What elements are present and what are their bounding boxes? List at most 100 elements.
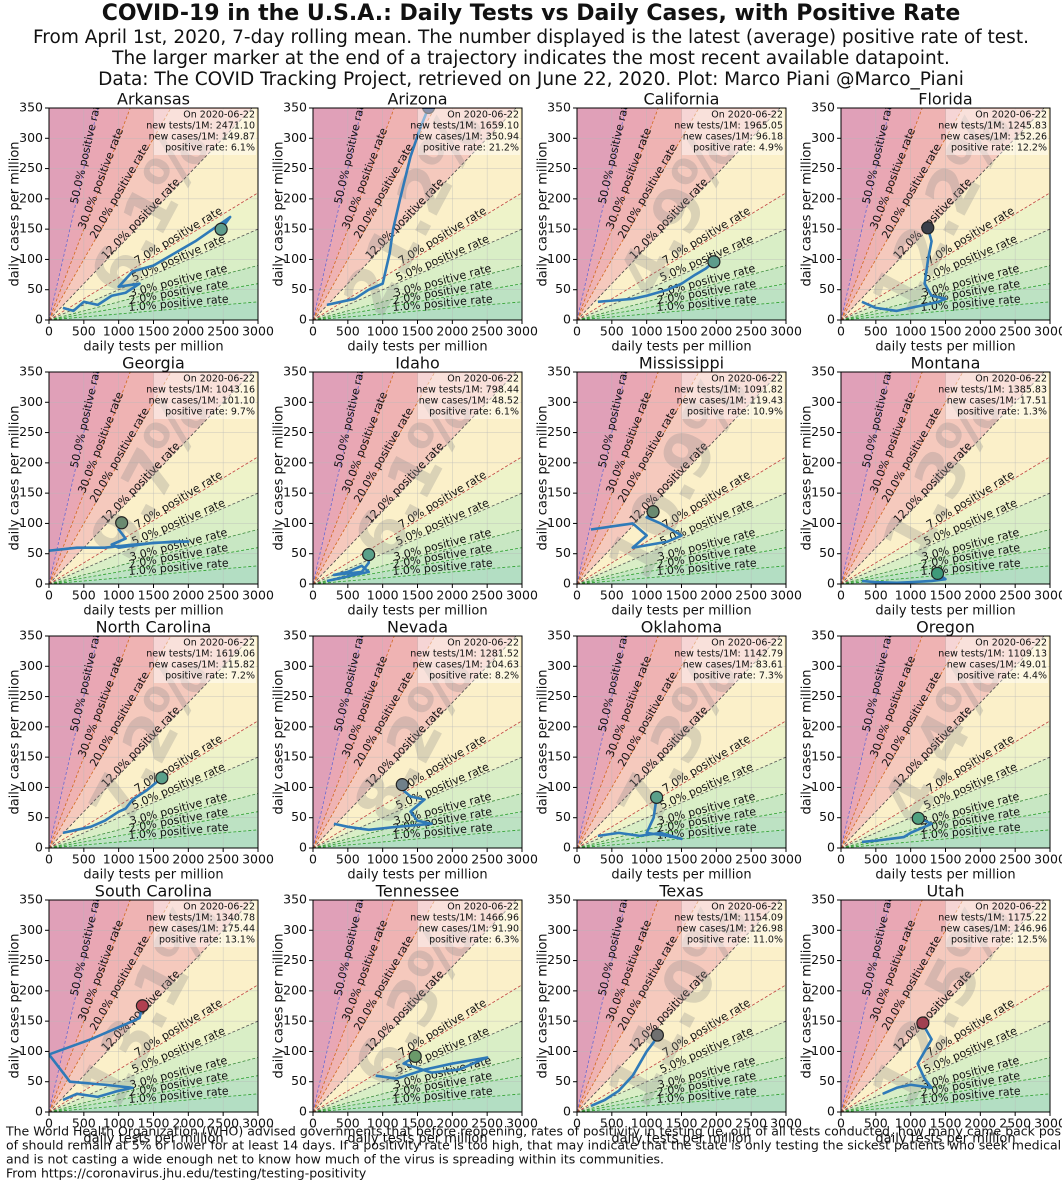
annotation: positive rate: 7.2% bbox=[165, 671, 255, 682]
rate-line bbox=[577, 372, 627, 584]
rate-line bbox=[49, 900, 253, 1112]
y-tick-label: 0 bbox=[35, 1104, 43, 1119]
y-tick-label: 250 bbox=[811, 952, 835, 967]
annotation-box bbox=[418, 109, 520, 155]
rate-line bbox=[841, 228, 1050, 320]
annotation: new cases/1M: 350.94 bbox=[413, 132, 519, 143]
annotation: new tests/1M: 1385.83 bbox=[938, 385, 1047, 396]
rate-band bbox=[577, 1057, 786, 1112]
x-tick-label: 2000 bbox=[172, 588, 204, 603]
subplot-title: Utah bbox=[927, 882, 965, 901]
x-tick-label: 3000 bbox=[506, 852, 538, 867]
annotation: On 2020-06-22 bbox=[183, 902, 255, 913]
annotation: new tests/1M: 1175.22 bbox=[938, 913, 1047, 924]
x-tick-label: 2500 bbox=[999, 1116, 1031, 1131]
x-tick-label: 3000 bbox=[506, 324, 538, 339]
rate-line bbox=[841, 793, 1050, 848]
rate-band bbox=[49, 636, 98, 848]
y-tick-label: 100 bbox=[19, 1043, 43, 1058]
x-tick-label: 500 bbox=[336, 588, 360, 603]
rate-line bbox=[841, 456, 1050, 584]
rate-line bbox=[313, 547, 522, 584]
plot-frame bbox=[312, 635, 523, 849]
plot-frame bbox=[576, 371, 787, 585]
y-tick-label: 250 bbox=[547, 160, 571, 175]
y-tick-label: 0 bbox=[563, 576, 571, 591]
y-tick-label: 50 bbox=[27, 809, 43, 824]
rate-line bbox=[841, 108, 891, 320]
x-tick-label: 2000 bbox=[700, 852, 732, 867]
x-tick-label: 3000 bbox=[770, 324, 802, 339]
annotation: new cases/1M: 49.01 bbox=[947, 660, 1047, 671]
rate-line bbox=[49, 636, 99, 848]
footer: The World Health Organization (WHO) advi… bbox=[5, 1124, 1062, 1139]
rate-line bbox=[577, 265, 786, 320]
latest-marker bbox=[155, 771, 169, 785]
x-tick-label: 2000 bbox=[964, 1116, 996, 1131]
y-tick-label: 300 bbox=[19, 658, 43, 673]
y-tick-label: 150 bbox=[811, 221, 835, 236]
annotation: new cases/1M: 115.82 bbox=[149, 660, 255, 671]
x-tick-label: 2000 bbox=[964, 852, 996, 867]
x-tick-label: 1500 bbox=[930, 588, 962, 603]
rate-line bbox=[49, 372, 131, 584]
rate-line bbox=[841, 636, 891, 848]
y-tick-label: 150 bbox=[19, 221, 43, 236]
x-tick-label: 2000 bbox=[700, 324, 732, 339]
y-tick-label: 200 bbox=[811, 190, 835, 205]
x-tick-label: 1000 bbox=[631, 852, 663, 867]
rate-line bbox=[577, 372, 781, 584]
x-tick-label: 2500 bbox=[999, 852, 1031, 867]
annotation: positive rate: 4.4% bbox=[957, 671, 1047, 682]
y-tick-label: 200 bbox=[19, 718, 43, 733]
annotation: On 2020-06-22 bbox=[447, 374, 519, 385]
annotation: positive rate: 8.2% bbox=[429, 671, 519, 682]
rate-line bbox=[577, 529, 786, 584]
subplot-title: Nevada bbox=[387, 618, 448, 637]
x-tick-label: 1000 bbox=[895, 852, 927, 867]
x-tick-label: 2500 bbox=[735, 852, 767, 867]
rate-line bbox=[49, 793, 258, 848]
y-tick-label: 200 bbox=[547, 190, 571, 205]
subplot-title: California bbox=[644, 90, 720, 109]
rate-line bbox=[313, 108, 363, 320]
annotation: new tests/1M: 1965.05 bbox=[674, 121, 783, 132]
plot-frame bbox=[312, 371, 523, 585]
annotation: new tests/1M: 1466.96 bbox=[410, 913, 519, 924]
y-tick-label: 300 bbox=[283, 130, 307, 145]
rate-line bbox=[841, 372, 923, 584]
y-tick-label: 200 bbox=[283, 718, 307, 733]
x-tick-label: 2000 bbox=[964, 588, 996, 603]
rate-line bbox=[49, 228, 258, 320]
rate-line bbox=[313, 636, 395, 848]
annotation-box bbox=[682, 901, 784, 947]
x-tick-label: 500 bbox=[864, 1116, 888, 1131]
x-tick-label: 2000 bbox=[436, 1116, 468, 1131]
y-axis-label: daily cases per million bbox=[800, 933, 815, 1078]
x-tick-label: 1500 bbox=[666, 588, 698, 603]
x-tick-label: 1500 bbox=[666, 1116, 698, 1131]
y-tick-label: 50 bbox=[819, 809, 835, 824]
annotation: On 2020-06-22 bbox=[183, 110, 255, 121]
x-tick-label: 1500 bbox=[402, 1116, 434, 1131]
rate-line bbox=[841, 192, 1050, 320]
subplot-title: Georgia bbox=[122, 354, 185, 373]
rate-line bbox=[841, 636, 1045, 848]
y-tick-label: 200 bbox=[283, 454, 307, 469]
y-tick-label: 100 bbox=[283, 515, 307, 530]
rate-line bbox=[577, 283, 786, 320]
annotation: new cases/1M: 149.87 bbox=[149, 132, 255, 143]
x-tick-label: 1500 bbox=[666, 852, 698, 867]
annotation: On 2020-06-22 bbox=[447, 110, 519, 121]
y-tick-label: 350 bbox=[547, 100, 571, 115]
